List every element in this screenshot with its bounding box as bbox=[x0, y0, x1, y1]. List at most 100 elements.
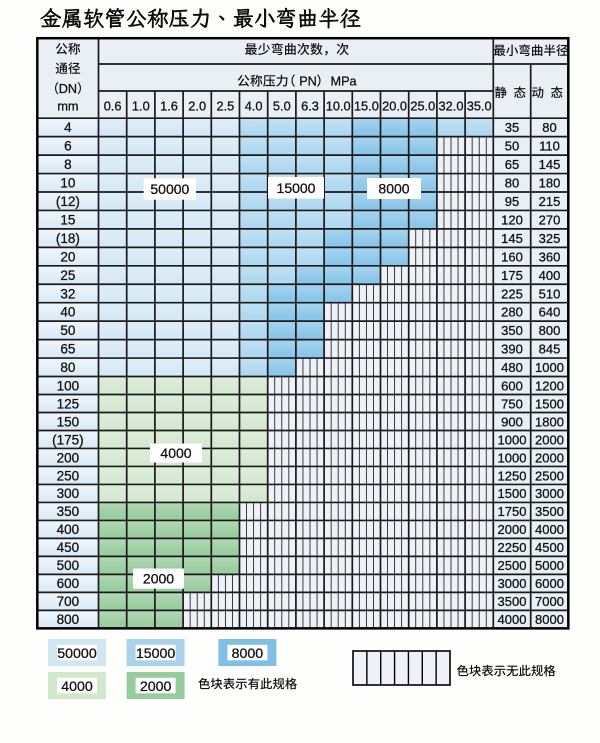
svg-text:8000: 8000 bbox=[378, 181, 409, 197]
svg-text:600: 600 bbox=[501, 378, 523, 393]
svg-text:100: 100 bbox=[57, 378, 80, 393]
svg-text:600: 600 bbox=[57, 576, 80, 591]
svg-text:(18): (18) bbox=[56, 231, 80, 246]
svg-text:8000: 8000 bbox=[535, 612, 564, 627]
svg-text:2000: 2000 bbox=[140, 679, 172, 695]
svg-text:10.0: 10.0 bbox=[326, 98, 351, 113]
svg-text:2000: 2000 bbox=[535, 450, 564, 465]
svg-text:3500: 3500 bbox=[498, 594, 527, 609]
svg-text:400: 400 bbox=[539, 268, 561, 283]
svg-text:5.0: 5.0 bbox=[273, 98, 291, 113]
svg-text:1250: 1250 bbox=[498, 468, 527, 483]
svg-text:300: 300 bbox=[57, 486, 80, 501]
svg-text:800: 800 bbox=[539, 323, 561, 338]
svg-text:6000: 6000 bbox=[535, 576, 564, 591]
svg-text:270: 270 bbox=[539, 212, 561, 227]
svg-text:200: 200 bbox=[57, 450, 80, 465]
svg-text:50000: 50000 bbox=[57, 646, 97, 662]
svg-text:250: 250 bbox=[57, 468, 80, 483]
svg-text:1000: 1000 bbox=[535, 360, 564, 375]
svg-text:640: 640 bbox=[539, 305, 561, 320]
svg-text:325: 325 bbox=[539, 231, 561, 246]
svg-text:6.3: 6.3 bbox=[301, 98, 319, 113]
svg-text:25.0: 25.0 bbox=[410, 98, 435, 113]
svg-text:3500: 3500 bbox=[535, 504, 564, 519]
svg-text:20.0: 20.0 bbox=[382, 98, 407, 113]
svg-text:4000: 4000 bbox=[160, 445, 191, 461]
svg-text:25: 25 bbox=[60, 268, 75, 283]
svg-text:32.0: 32.0 bbox=[439, 98, 464, 113]
svg-text:1800: 1800 bbox=[535, 414, 564, 429]
svg-text:(12): (12) bbox=[56, 194, 80, 209]
svg-text:50: 50 bbox=[505, 139, 519, 154]
svg-text:145: 145 bbox=[539, 157, 561, 172]
svg-text:180: 180 bbox=[539, 176, 561, 191]
svg-text:350: 350 bbox=[501, 323, 523, 338]
svg-text:7000: 7000 bbox=[535, 594, 564, 609]
svg-text:4.0: 4.0 bbox=[245, 98, 263, 113]
svg-text:390: 390 bbox=[501, 342, 523, 357]
svg-text:4000: 4000 bbox=[498, 612, 527, 627]
svg-text:3000: 3000 bbox=[535, 486, 564, 501]
svg-text:95: 95 bbox=[505, 194, 519, 209]
svg-text:4500: 4500 bbox=[535, 540, 564, 555]
svg-text:400: 400 bbox=[57, 522, 80, 537]
svg-text:2500: 2500 bbox=[535, 468, 564, 483]
svg-text:1750: 1750 bbox=[498, 504, 527, 519]
svg-text:450: 450 bbox=[57, 540, 80, 555]
svg-text:1000: 1000 bbox=[498, 450, 527, 465]
svg-text:65: 65 bbox=[60, 342, 75, 357]
svg-text:6: 6 bbox=[64, 139, 72, 154]
svg-text:15000: 15000 bbox=[136, 646, 176, 662]
svg-text:15.0: 15.0 bbox=[354, 98, 379, 113]
svg-text:225: 225 bbox=[501, 286, 523, 301]
svg-text:2000: 2000 bbox=[498, 522, 527, 537]
svg-text:350: 350 bbox=[57, 504, 80, 519]
svg-text:40: 40 bbox=[60, 305, 75, 320]
svg-text:4000: 4000 bbox=[61, 679, 93, 695]
svg-text:35: 35 bbox=[505, 120, 519, 135]
svg-text:15: 15 bbox=[60, 212, 75, 227]
svg-text:1.6: 1.6 bbox=[160, 98, 178, 113]
svg-text:2500: 2500 bbox=[498, 558, 527, 573]
svg-text:80: 80 bbox=[60, 360, 75, 375]
svg-text:MPa: MPa bbox=[331, 75, 358, 89]
svg-text:1.0: 1.0 bbox=[132, 98, 150, 113]
svg-text:35.0: 35.0 bbox=[467, 98, 492, 113]
svg-text:900: 900 bbox=[501, 414, 523, 429]
svg-text:360: 360 bbox=[539, 249, 561, 264]
svg-text:700: 700 bbox=[57, 594, 80, 609]
svg-text:80: 80 bbox=[542, 120, 556, 135]
svg-text:480: 480 bbox=[501, 360, 523, 375]
svg-text:15000: 15000 bbox=[277, 180, 316, 196]
svg-text:PN: PN bbox=[299, 75, 317, 89]
svg-text:280: 280 bbox=[501, 305, 523, 320]
svg-text:65: 65 bbox=[505, 157, 519, 172]
svg-text:800: 800 bbox=[57, 612, 80, 627]
svg-text:500: 500 bbox=[57, 558, 80, 573]
svg-text:2250: 2250 bbox=[498, 540, 527, 555]
svg-text:50000: 50000 bbox=[150, 181, 189, 197]
svg-text:2.5: 2.5 bbox=[217, 98, 235, 113]
svg-text:160: 160 bbox=[501, 249, 523, 264]
svg-text:20: 20 bbox=[60, 249, 75, 264]
svg-text:2000: 2000 bbox=[535, 432, 564, 447]
svg-text:0.6: 0.6 bbox=[104, 98, 122, 113]
svg-text:145: 145 bbox=[501, 231, 523, 246]
svg-text:2000: 2000 bbox=[143, 571, 174, 587]
svg-text:4000: 4000 bbox=[535, 522, 564, 537]
svg-text:1500: 1500 bbox=[535, 396, 564, 411]
svg-text:3000: 3000 bbox=[498, 576, 527, 591]
svg-text:32: 32 bbox=[60, 286, 75, 301]
svg-text:845: 845 bbox=[539, 342, 561, 357]
svg-text:1200: 1200 bbox=[535, 378, 564, 393]
svg-text:(175): (175) bbox=[52, 432, 84, 447]
svg-text:150: 150 bbox=[57, 414, 80, 429]
svg-text:750: 750 bbox=[501, 396, 523, 411]
svg-text:1500: 1500 bbox=[498, 486, 527, 501]
svg-text:125: 125 bbox=[57, 396, 80, 411]
svg-text:50: 50 bbox=[60, 323, 75, 338]
svg-text:1000: 1000 bbox=[498, 432, 527, 447]
svg-text:110: 110 bbox=[539, 139, 560, 154]
svg-text:mm: mm bbox=[57, 100, 78, 114]
